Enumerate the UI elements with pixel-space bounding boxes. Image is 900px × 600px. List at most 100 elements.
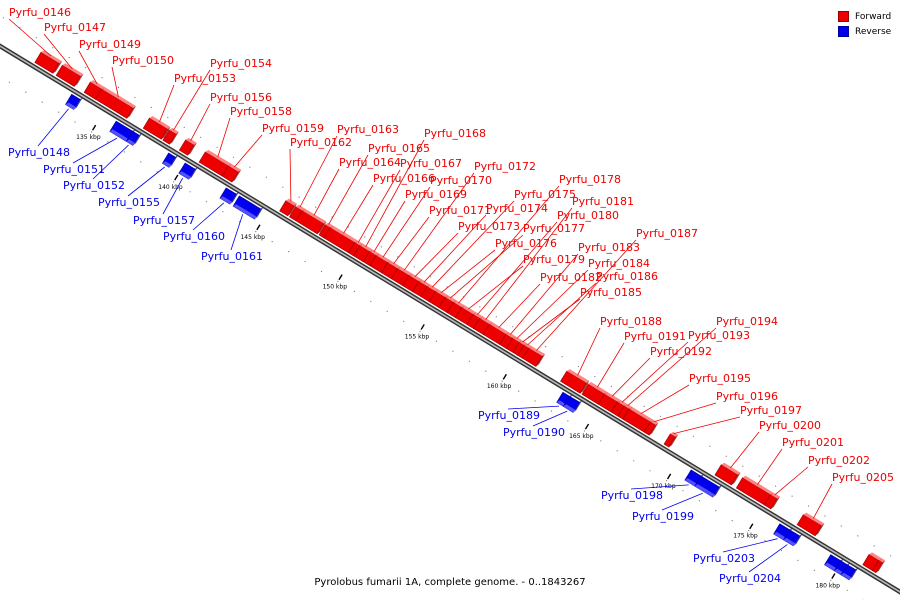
grid-dot [660, 415, 662, 417]
gene-side [231, 169, 242, 183]
gene-label: Pyrfu_0199 [632, 510, 694, 523]
grid-dot [85, 67, 87, 69]
gene-side [535, 354, 546, 367]
legend-forward: Forward [838, 9, 891, 24]
leader-line [722, 538, 778, 553]
grid-dot [501, 380, 503, 382]
gridline-dots [2, 17, 892, 600]
leader-line [441, 249, 496, 293]
leader-line [393, 216, 430, 265]
genes [34, 50, 886, 581]
leader-line [365, 139, 425, 247]
leader-line [230, 214, 244, 251]
gene-side [187, 142, 197, 156]
gene-top [783, 537, 797, 546]
leader-line [343, 184, 374, 234]
gene-label: Pyrfu_0181 [572, 195, 634, 208]
gene-label: Pyrfu_0157 [133, 214, 195, 227]
grid-dot [282, 186, 284, 188]
gene-top [878, 558, 886, 563]
gene-top [453, 300, 465, 308]
grid-dot [386, 310, 388, 312]
grid-dot [298, 196, 300, 198]
grid-dot [791, 495, 793, 497]
leader-line [532, 410, 568, 427]
tick-label: 135 kbp [76, 134, 101, 141]
forward-swatch [838, 11, 849, 22]
axis-highlight [0, 45, 900, 593]
grid-dot [249, 166, 251, 168]
gene-label: Pyrfu_0203 [693, 552, 755, 565]
leader-line [159, 84, 175, 122]
tick-label: 155 kbp [405, 333, 430, 340]
leader-line [730, 431, 760, 469]
leader-line [423, 214, 487, 283]
leader-line [774, 466, 809, 496]
gene-label: Pyrfu_0147 [44, 21, 106, 34]
grid-dot [813, 569, 816, 572]
gene-top [869, 552, 882, 561]
grid-dot [2, 17, 5, 19]
leader-line [748, 544, 788, 573]
gene-top [185, 137, 197, 145]
leader-line [127, 166, 165, 197]
leader-line [516, 269, 589, 339]
gene-label: Pyrfu_0169 [405, 188, 467, 201]
gene-top [219, 196, 233, 205]
gene-side [52, 61, 63, 74]
gene-label: Pyrfu_0164 [339, 156, 401, 169]
tick-label: 175 kbp [733, 533, 758, 540]
gene-top [62, 63, 84, 77]
gene-label: Pyrfu_0182 [540, 271, 602, 284]
tick-mark [256, 224, 261, 231]
leader-line [661, 492, 703, 511]
gene-top [773, 532, 787, 540]
grid-dot [649, 470, 651, 472]
leader-line [450, 234, 524, 299]
tick-mark [749, 523, 754, 530]
grid-dot [846, 589, 848, 591]
grid-dot [692, 435, 695, 437]
tick-mark [831, 573, 836, 580]
gene-labels: Pyrfu_0146 Pyrfu_0147 Pyrfu_0148 Pyrfu_0149… [8, 6, 894, 585]
gene-top [512, 336, 523, 343]
gene-label: Pyrfu_0159 [262, 122, 324, 135]
legend-reverse: Reverse [838, 24, 891, 39]
gene-label: Pyrfu_0193 [688, 329, 750, 342]
gene-label: Pyrfu_0173 [458, 220, 520, 233]
grid-dot [167, 116, 169, 118]
gene-side [649, 422, 659, 436]
gene-label: Pyrfu_0148 [8, 146, 70, 159]
gene-label: Pyrfu_0168 [424, 127, 486, 140]
grid-dot [682, 490, 684, 492]
gene-label: Pyrfu_0150 [112, 54, 174, 67]
gene-top [109, 129, 130, 142]
gene-top [840, 572, 853, 580]
gene-top [684, 478, 698, 487]
grid-dot [742, 465, 744, 467]
grid-dot [107, 141, 109, 143]
grid-dot [518, 390, 520, 392]
gene-top [65, 102, 77, 110]
grid-dot [709, 445, 711, 447]
leader-line [611, 357, 651, 397]
gene-label: Pyrfu_0166 [373, 172, 435, 185]
grid-dot [68, 57, 70, 59]
gene-label: Pyrfu_0200 [759, 419, 821, 432]
leader-line [468, 265, 524, 310]
grid-dot [222, 211, 224, 213]
leader-line [217, 117, 231, 158]
gene-label: Pyrfu_0154 [210, 57, 272, 70]
leader-line [596, 342, 625, 388]
leader-line [498, 283, 541, 328]
gene-top [169, 127, 179, 134]
leader-line [43, 33, 73, 70]
leader-line [509, 253, 579, 335]
leader-line [37, 108, 69, 147]
tick-label: 150 kbp [323, 284, 348, 291]
leader-line [621, 341, 689, 403]
grid-dot [567, 420, 569, 422]
gene-label: Pyrfu_0153 [174, 72, 236, 85]
leader-line [313, 168, 340, 216]
leader-line [477, 221, 558, 315]
